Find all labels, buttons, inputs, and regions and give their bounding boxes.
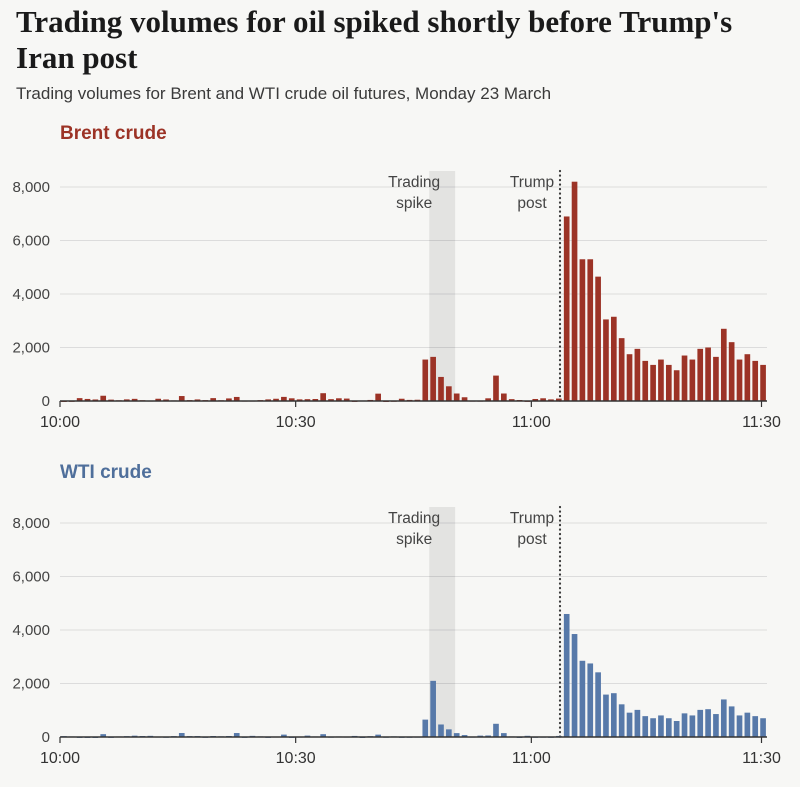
svg-text:post: post <box>517 531 547 548</box>
svg-text:10:00: 10:00 <box>40 750 80 767</box>
svg-text:11:00: 11:00 <box>512 750 551 767</box>
svg-text:10:30: 10:30 <box>276 750 316 767</box>
svg-text:11:30: 11:30 <box>742 750 781 767</box>
svg-text:2,000: 2,000 <box>12 676 50 693</box>
svg-text:4,000: 4,000 <box>12 622 50 639</box>
svg-text:Trading: Trading <box>388 510 440 527</box>
svg-text:0: 0 <box>42 729 50 746</box>
svg-text:WTI crude: WTI crude <box>60 462 152 483</box>
svg-text:spike: spike <box>396 531 432 548</box>
svg-text:8,000: 8,000 <box>12 515 50 532</box>
svg-text:6,000: 6,000 <box>12 569 50 586</box>
svg-text:Trump: Trump <box>510 510 554 527</box>
